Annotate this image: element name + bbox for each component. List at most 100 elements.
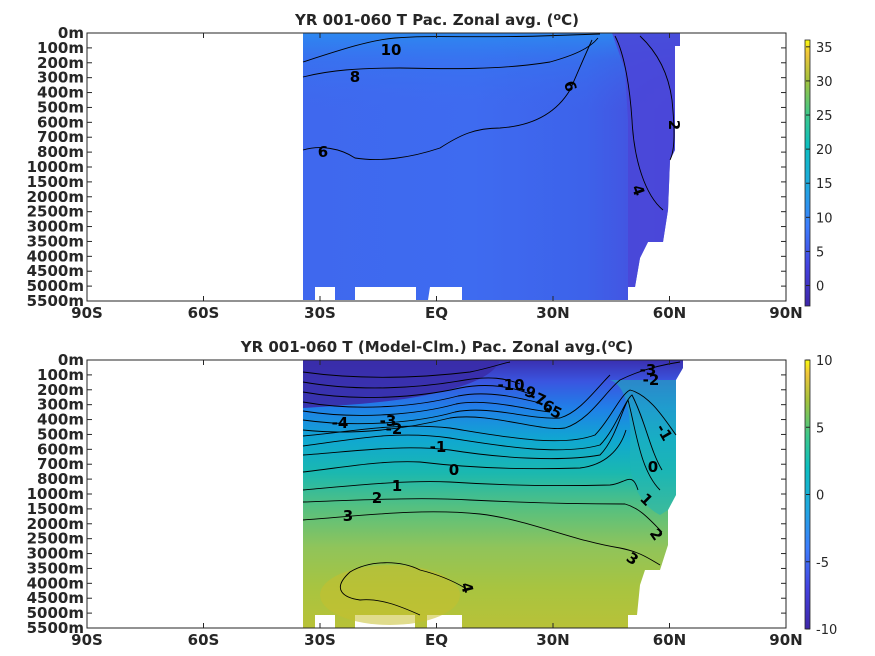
x-tick-label: 90S: [71, 631, 103, 649]
bottom-clabel-12: 3: [343, 507, 353, 525]
colorbar-tick-label: 0: [816, 280, 824, 295]
bottom-field: [303, 360, 683, 628]
colorbar-tick-label: 30: [816, 75, 833, 90]
colorbar-tick-label: -5: [816, 556, 829, 571]
bottom-field-cold-core: [303, 360, 500, 408]
y-tick-label: 3500m: [27, 559, 84, 577]
x-tick-label: 30N: [536, 631, 569, 649]
y-tick-label: 2500m: [27, 530, 84, 548]
x-tick-label: 30N: [536, 304, 569, 322]
y-tick-label: 4000m: [27, 247, 84, 265]
top-contour-4: [614, 35, 664, 211]
y-tick-label: 3500m: [27, 232, 84, 250]
bottom-contour-5: [302, 374, 611, 425]
x-tick-label: EQ: [425, 304, 448, 322]
bottom-title: YR 001-060 T (Model-Clm.) Pac. Zonal avg…: [240, 337, 634, 356]
x-tick-label: 60N: [653, 304, 686, 322]
bottom-clabel-5: -4: [332, 414, 349, 432]
bottom-clabel-2: -7: [526, 386, 549, 409]
colorbar-tick-label: 0: [816, 489, 824, 504]
bottom-contour-7: [302, 393, 541, 408]
y-tick-label: 800m: [37, 143, 84, 161]
colorbar-tick-label: 10: [816, 354, 833, 369]
bottom-contour-1-pos: [302, 478, 639, 491]
y-tick-label: 5500m: [27, 619, 84, 637]
top-clabel-2: 6: [318, 143, 328, 161]
top-colorbar-ticks: 35 30 25 20 15 10 5 0: [806, 41, 833, 295]
top-field-cold-north: [612, 33, 680, 287]
bottom-field-warm-deep: [320, 565, 460, 625]
y-tick-label: 500m: [37, 425, 84, 443]
top-contours: [302, 33, 675, 211]
y-tick-label: 2500m: [27, 203, 84, 221]
colorbar-tick-label: 10: [816, 211, 833, 226]
y-tick-label: 300m: [37, 396, 84, 414]
top-contour-8: [302, 37, 599, 78]
top-contour-10: [302, 33, 601, 63]
top-field: [303, 33, 680, 300]
top-clabel-4: 2: [665, 120, 683, 130]
y-tick-label: 200m: [37, 54, 84, 72]
bottom-contour-10: [302, 361, 511, 378]
y-tick-label: 4000m: [27, 574, 84, 592]
x-tick-label: 30S: [304, 304, 336, 322]
bottom-colorbar-ticks: 10 5 0 -5 -10: [806, 354, 837, 638]
y-tick-label: 0m: [58, 351, 84, 369]
bottom-clabel-3: -6: [534, 393, 557, 416]
colorbar-tick-label: 20: [816, 143, 833, 158]
y-tick-label: 100m: [37, 39, 84, 57]
y-tick-label: 500m: [37, 98, 84, 116]
bottom-field-north-column: [610, 380, 676, 515]
bottom-contour-3-pos: [302, 511, 661, 566]
x-tick-label: 60N: [653, 631, 686, 649]
x-tick-label: 90S: [71, 304, 103, 322]
bottom-contour-6: [302, 401, 551, 416]
colorbar-tick-label: 5: [816, 421, 824, 436]
y-tick-label: 100m: [37, 366, 84, 384]
bottom-contour-0: [302, 429, 627, 473]
y-tick-label: 0m: [58, 24, 84, 42]
top-contour-2: [639, 35, 675, 161]
colorbar-tick-label: 35: [816, 41, 833, 56]
bottom-clabel-0: -10: [497, 376, 524, 394]
y-tick-label: 5500m: [27, 292, 84, 310]
colorbar-tick-label: -10: [816, 623, 837, 638]
bottom-y-ticks: 0m100m200m300m400m500m600m700m800m1000m1…: [27, 351, 786, 637]
bottom-panel: YR 001-060 T (Model-Clm.) Pac. Zonal avg…: [27, 337, 838, 649]
bottom-contour-9: [302, 377, 521, 389]
bottom-contour-8: [302, 385, 531, 398]
top-clabel-0: 10: [381, 41, 402, 59]
bottom-clabel-20: -3: [640, 361, 657, 379]
bottom-contour-2-pos: [302, 498, 663, 533]
top-y-ticks: 0m100m200m300m400m500m600m700m800m1000m1…: [27, 24, 786, 310]
x-tick-label: 30S: [304, 631, 336, 649]
x-tick-label: EQ: [425, 631, 448, 649]
bottom-contour-4-pos: [339, 562, 466, 616]
top-x-ticks: 90S 60S 30S EQ 30N 60N 90N: [71, 33, 803, 322]
top-contour-6: [302, 39, 593, 160]
x-tick-label: 90N: [769, 304, 802, 322]
bottom-x-ticks: 90S 60S 30S EQ 30N 60N 90N: [71, 360, 803, 649]
top-panel: YR 001-060 T Pac. Zonal avg. (oC) 10 8 6…: [27, 10, 833, 322]
bottom-field-fill: [303, 360, 683, 628]
x-tick-label: 60S: [188, 304, 220, 322]
bottom-clabel-11: 2: [372, 489, 382, 507]
y-tick-label: 1000m: [27, 485, 84, 503]
bottom-contour-1: [302, 398, 661, 491]
bottom-clabel-9: 0: [449, 461, 459, 479]
x-tick-label: 90N: [769, 631, 802, 649]
bottom-contours: [302, 361, 681, 616]
top-clabel-1: 8: [350, 68, 360, 86]
y-tick-label: 700m: [37, 455, 84, 473]
y-tick-label: 300m: [37, 69, 84, 87]
x-tick-label: 60S: [188, 631, 220, 649]
y-tick-label: 800m: [37, 470, 84, 488]
top-colorbar: [804, 39, 811, 307]
colorbar-tick-label: 5: [816, 245, 824, 260]
y-tick-label: 4500m: [27, 262, 84, 280]
bottom-clabel-13: 4: [457, 580, 477, 595]
bottom-clabel-19: -2: [643, 371, 660, 389]
bottom-clabel-8: -1: [430, 438, 447, 456]
y-tick-label: 5000m: [27, 604, 84, 622]
